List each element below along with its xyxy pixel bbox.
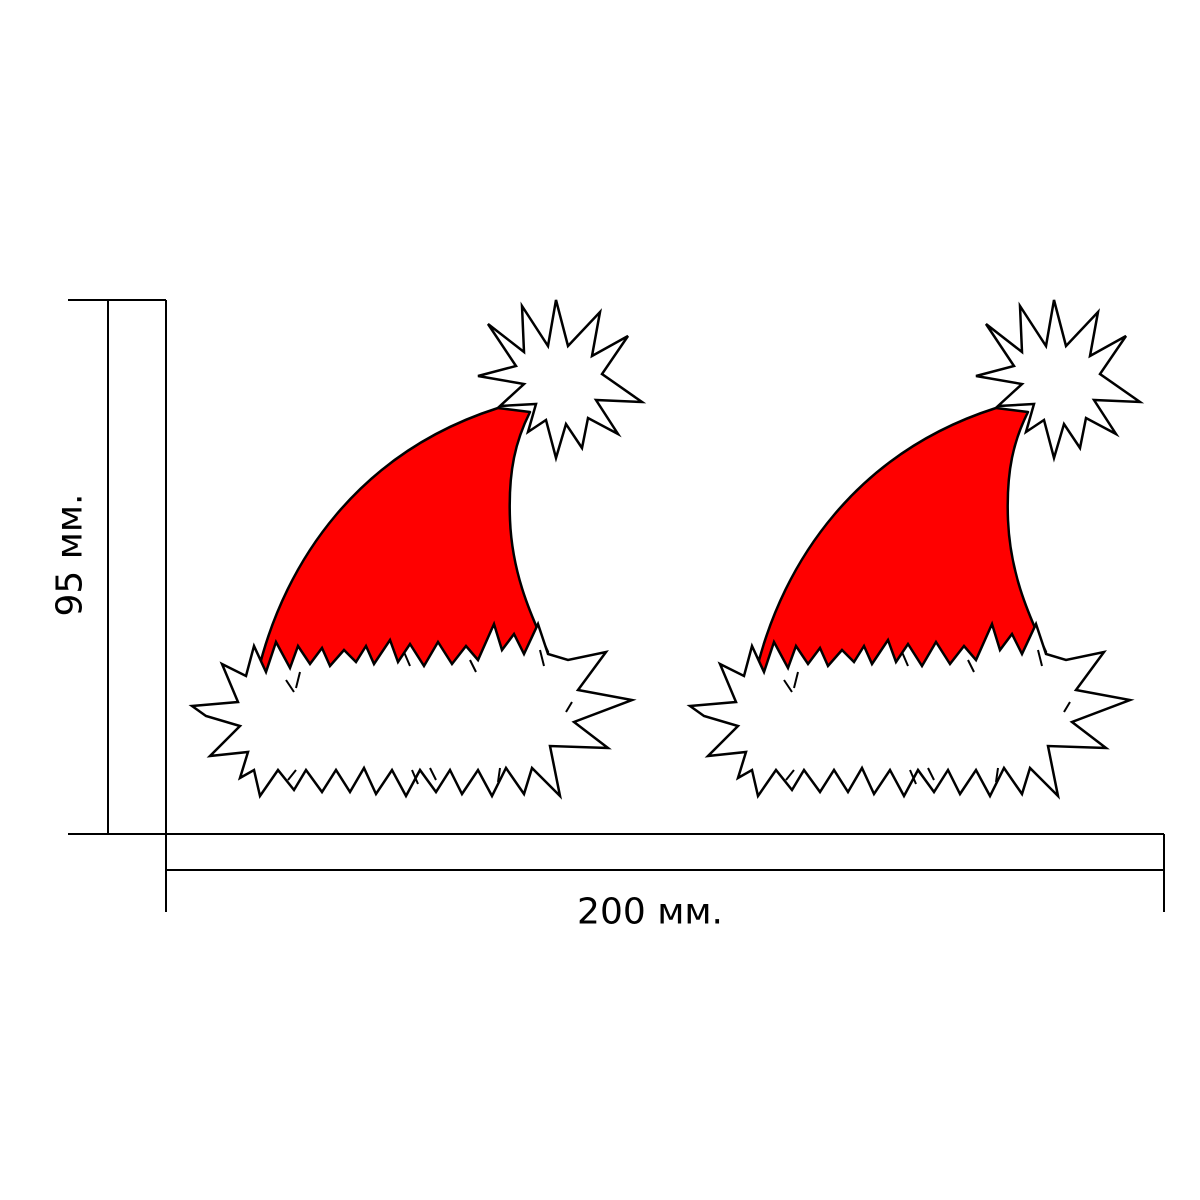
width-dimension [165,833,1165,912]
hat-right [688,298,1142,798]
hat-left [190,298,644,798]
height-dimension-label: 95 мм. [49,493,91,617]
width-dimension-label: 200 мм. [577,891,723,933]
height-dimension [68,299,167,835]
